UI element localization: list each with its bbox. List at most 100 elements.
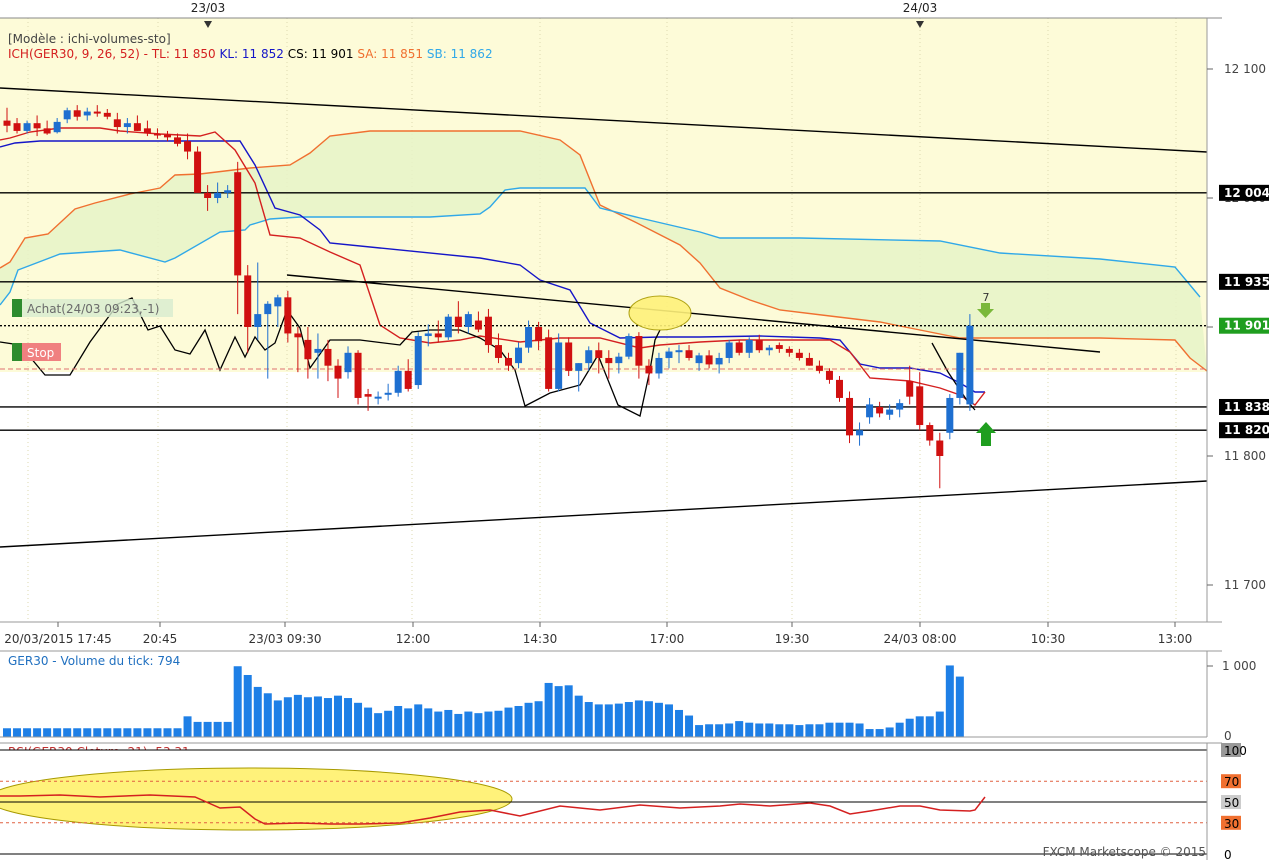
candle <box>575 363 583 392</box>
indicator-legend: ICH(GER30, 9, 26, 52) - TL: 11 850 KL: 1… <box>8 47 493 61</box>
candle-body <box>53 121 61 133</box>
candle-body <box>705 355 713 365</box>
volume-bar <box>394 705 403 737</box>
candle-body <box>13 123 21 131</box>
candle <box>695 352 703 371</box>
senkou-b-line <box>0 187 1201 306</box>
candle-body <box>23 123 31 131</box>
candle <box>384 383 392 401</box>
price-level-label: 12 004 <box>1224 186 1270 200</box>
candle <box>194 146 202 193</box>
rsi-level-box <box>1221 743 1241 757</box>
candle <box>63 107 71 124</box>
candle <box>835 376 843 402</box>
candle <box>354 350 362 405</box>
volume-bar <box>945 665 954 737</box>
buy-order-annotation[interactable]: Achat(24/03 09:23,-1) <box>12 299 173 317</box>
volume-bar <box>183 716 192 737</box>
candle-body <box>795 352 803 358</box>
rsi-level-label: 50 <box>1224 796 1239 810</box>
candle <box>685 345 693 361</box>
price-level-label: 11 935 <box>1224 275 1270 289</box>
candle <box>755 334 763 353</box>
volume-bar <box>163 728 172 737</box>
candle <box>254 262 262 340</box>
stop-order-annotation[interactable]: Stop <box>12 343 61 361</box>
candle <box>856 422 864 446</box>
candle-body <box>33 123 41 129</box>
candle <box>113 112 121 134</box>
volume-bars[interactable] <box>3 665 964 737</box>
rsi-level-label: 30 <box>1224 817 1239 831</box>
volume-bar <box>795 725 804 737</box>
candle-body <box>715 357 723 365</box>
candle <box>815 360 823 374</box>
candle-body <box>916 386 924 426</box>
volume-bar <box>293 694 302 737</box>
candle-body <box>3 120 11 126</box>
candle-body <box>615 356 623 364</box>
candle <box>33 115 41 137</box>
rsi-level-box <box>1221 795 1241 809</box>
trend-lines[interactable] <box>0 87 1208 548</box>
candle-body <box>765 347 773 351</box>
candle-body <box>655 357 663 374</box>
volume-bar <box>654 702 663 737</box>
candle-body <box>204 192 212 198</box>
candle <box>23 120 31 134</box>
volume-bar <box>905 718 914 737</box>
volume-bar <box>303 697 312 737</box>
horizontal-levels[interactable] <box>0 192 1207 431</box>
candle-body <box>695 355 703 364</box>
candle-body <box>224 190 232 193</box>
candle-body <box>334 365 342 379</box>
volume-bar <box>705 724 714 737</box>
candle-body <box>906 381 914 397</box>
candle-body <box>595 350 603 358</box>
candle <box>83 107 91 121</box>
signal-count: 7 <box>983 291 990 304</box>
volume-bar <box>364 707 373 737</box>
volume-bar <box>374 713 383 737</box>
candle <box>93 105 101 117</box>
time-tick-label: 23/03 09:30 <box>249 632 322 646</box>
volume-bar <box>133 728 142 737</box>
candle <box>394 365 402 397</box>
candle <box>886 404 894 420</box>
candle-body <box>745 339 753 353</box>
candle-body <box>234 172 242 276</box>
time-tick-label: 13:00 <box>1158 632 1193 646</box>
candle-body <box>153 133 161 136</box>
buy-order-label: Achat(24/03 09:23,-1) <box>27 302 159 316</box>
candle-body <box>404 370 412 389</box>
candle <box>274 294 282 327</box>
rsi-highlight <box>0 767 513 831</box>
candle-body <box>444 316 452 338</box>
candlesticks[interactable] <box>3 105 974 489</box>
volume-bar <box>464 711 473 737</box>
candle-body <box>474 320 482 330</box>
resistance-trendline <box>0 87 1208 153</box>
volume-bar <box>564 685 573 737</box>
volume-bar <box>955 676 964 737</box>
candle-body <box>735 342 743 353</box>
volume-bar <box>504 707 513 737</box>
candle-body <box>775 345 783 349</box>
candle-body <box>184 141 192 152</box>
candle <box>414 332 422 389</box>
volume-bar <box>925 716 934 737</box>
volume-bar <box>43 728 52 737</box>
candle <box>715 352 723 374</box>
rsi-panel[interactable]: 100 70 50 30 0 <box>0 743 1247 860</box>
candle <box>184 133 192 160</box>
candle <box>906 365 914 405</box>
candle <box>484 308 492 353</box>
price-level-box <box>1219 398 1269 415</box>
candle <box>314 333 322 379</box>
chikou-path <box>0 297 661 417</box>
top-date-label: 24/03 <box>903 1 938 15</box>
candle-body <box>103 112 111 117</box>
candle <box>364 388 372 411</box>
candle-body <box>244 275 252 327</box>
